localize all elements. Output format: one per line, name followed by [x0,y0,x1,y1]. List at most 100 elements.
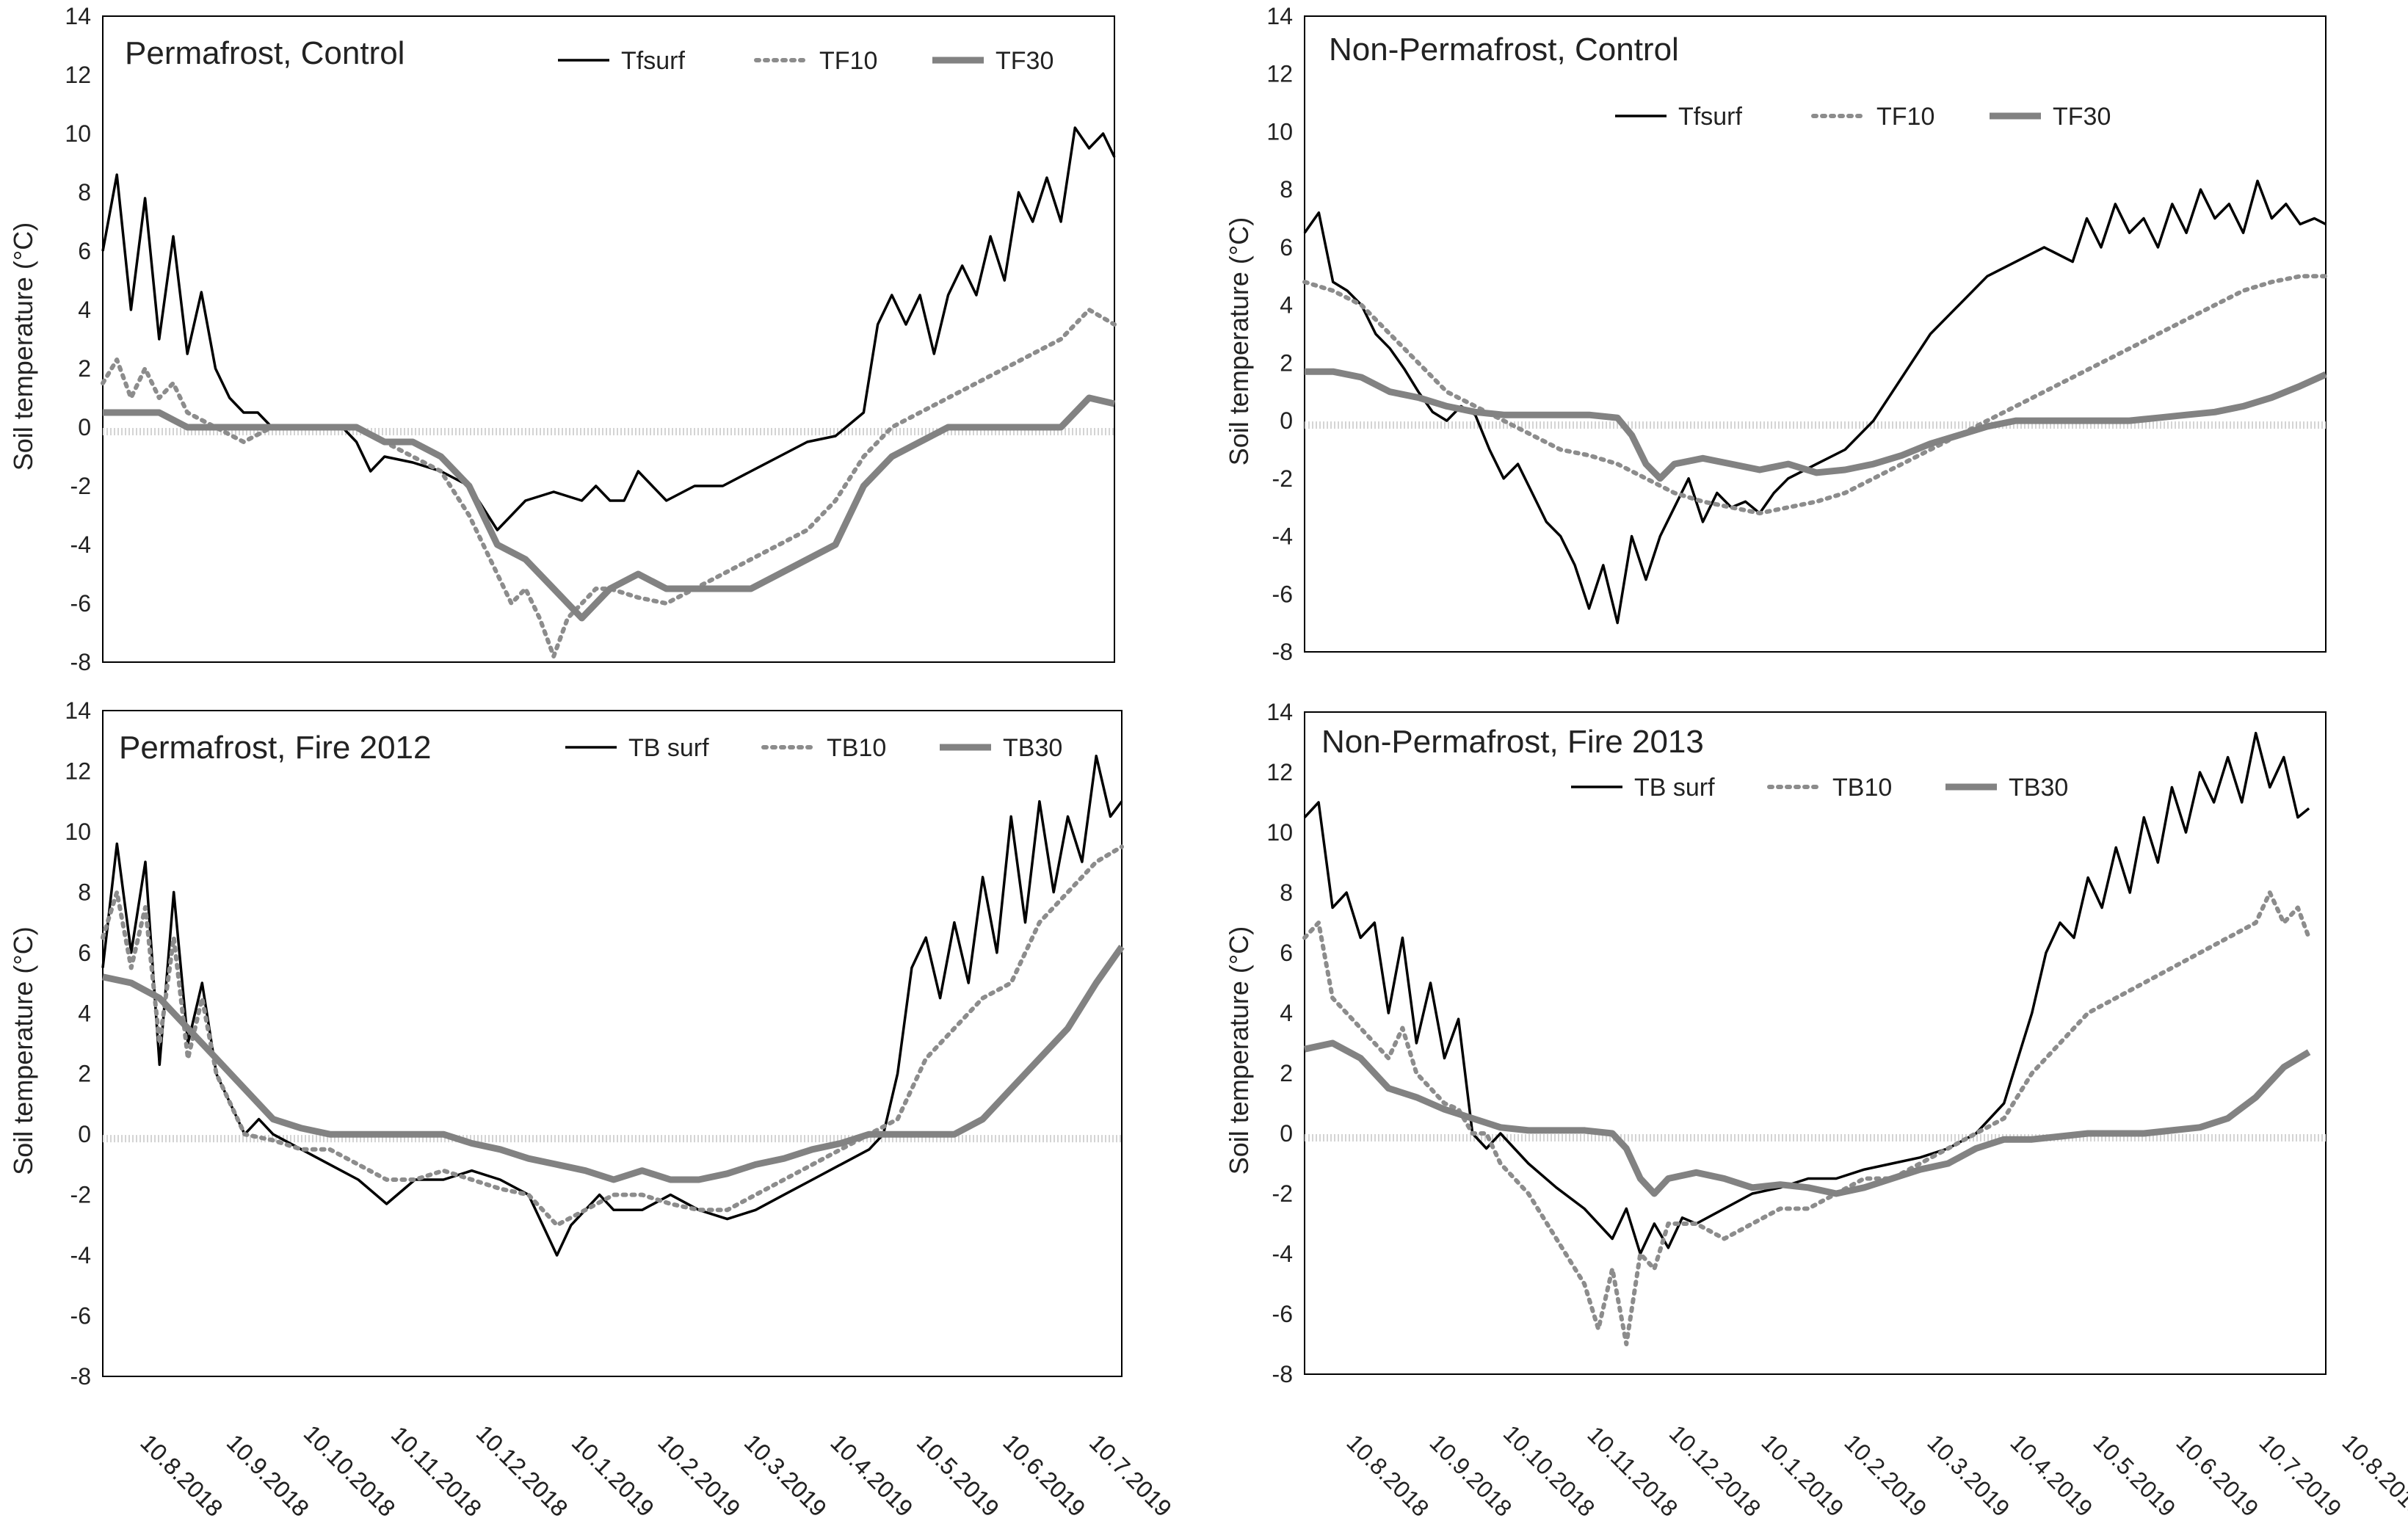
legend: TB surf TB10 TB30 [1571,774,2068,802]
y-tick-label: 10 [65,120,91,147]
series-line-tf10 [1302,274,2328,516]
x-tick-label: 10.11.2018 [386,1421,487,1521]
y-tick-label: 10 [1266,118,1293,145]
y-tick-label: 2 [78,355,91,382]
y-tick-label: 6 [78,940,91,966]
y-tick-label: 10 [1266,819,1293,846]
legend-label: TB surf [1634,774,1715,802]
y-tick-label: -4 [1272,1241,1293,1267]
y-tick-label: 0 [1280,1120,1293,1147]
legend-label: TB10 [1832,774,1892,802]
y-axis-title: Soil temperature (°C) [1224,217,1254,466]
legend-label: TB30 [1003,734,1062,762]
plot-frame [102,710,1123,1377]
y-tick-label: 8 [78,879,91,905]
y-tick-label: 4 [1280,292,1293,319]
x-tick-label: 10.8.2018 [1341,1429,1434,1521]
series-line-tb30 [1304,1039,2311,1197]
series-line-tf10 [101,308,1117,658]
series-line-tb10 [1302,890,2312,1346]
series-line-tfsurf [1303,179,2327,625]
y-tick-label: -2 [1272,1180,1293,1207]
x-tick-label: 10.4.2019 [2005,1429,2097,1521]
legend-label: TF10 [1876,103,1934,131]
y-tick-label: 12 [1266,61,1293,87]
series-line-tf30 [1305,368,2327,482]
plot-frame [1304,15,2327,653]
x-tick-label: 10.6.2019 [2171,1429,2263,1521]
y-tick-label: 2 [78,1061,91,1087]
series-line-tb-surf [1303,731,2310,1255]
panel-title: Permafrost, Fire 2012 [119,730,432,766]
y-tick-label: 8 [1280,879,1293,906]
legend: Tfsurf TF10 TF30 [1615,103,2111,131]
y-tick-label: 12 [65,62,91,88]
legend: TB surf TB10 TB30 [565,734,1062,762]
y-tick-label: 14 [1266,699,1293,725]
y-tick-label: 2 [1280,349,1293,376]
y-tick-label: 6 [78,238,91,264]
y-tick-label: 12 [1266,759,1293,785]
x-tick-label: 10.8.2019 [2337,1429,2408,1521]
y-tick-label: -4 [1272,523,1293,550]
x-tick-label: 10.5.2019 [2088,1429,2180,1521]
y-tick-label: 12 [65,758,91,784]
x-tick-label: 10.12.2018 [471,1420,573,1521]
series-line-tf30 [103,394,1116,622]
x-tick-label: 10.3.2019 [739,1429,832,1521]
y-tick-label: 0 [1280,407,1293,434]
y-tick-label: -6 [1272,581,1293,607]
y-tick-label: -4 [70,1242,91,1268]
x-tick-label: 10.5.2019 [912,1429,1004,1521]
y-tick-label: -2 [70,1182,91,1208]
y-tick-label: 4 [1280,1000,1293,1026]
legend-label: Tfsurf [621,47,685,75]
y-tick-label: -4 [70,531,91,558]
y-tick-label: 14 [65,3,91,29]
legend-label: TB surf [628,734,709,762]
y-tick-label: 10 [65,818,91,845]
panel-title: Non-Permafrost, Fire 2013 [1321,724,1704,760]
x-tick-label: 10.4.2019 [825,1429,918,1521]
panel-title: Permafrost, Control [125,35,405,71]
y-tick-label: -8 [1272,639,1293,665]
panel-3: 14 12 10 8 6 4 2 0 -2 -4 -6 -8 Soil temperature (°C)… [8,697,1177,1521]
legend-label: TF30 [2053,103,2111,131]
y-axis-title: Soil temperature (°C) [8,222,38,471]
y-tick-label: -8 [1272,1361,1293,1387]
legend-label: Tfsurf [1678,103,1742,131]
y-tick-label: -2 [1272,465,1293,492]
x-tick-label: 10.8.2018 [135,1429,228,1521]
y-tick-label: -8 [70,1363,91,1390]
y-tick-label: 6 [1280,940,1293,966]
x-tick-label: 10.1.2019 [1756,1429,1849,1521]
y-tick-label: 6 [1280,234,1293,261]
y-tick-label: 4 [78,297,91,323]
x-tick-label: 10.7.2019 [1084,1429,1177,1521]
panel-4: 14 12 10 8 6 4 2 0 -2 -4 -6 -8 Soil temperature (°C)… [1224,699,2408,1521]
legend-label: TB10 [827,734,886,762]
x-tick-label: 10.2.2019 [653,1429,745,1521]
series-line-tb30 [102,945,1125,1183]
y-tick-label: -2 [70,473,91,499]
y-tick-label: 2 [1280,1060,1293,1086]
x-tick-label: 10.2.2019 [1839,1429,1932,1521]
y-tick-label: 4 [78,1000,91,1026]
panel-2: 14 12 10 8 6 4 2 0 -2 -4 -6 -8 Soil temperature (°C)… [1224,3,2328,665]
x-tick-label: 10.10.2018 [299,1420,401,1521]
y-tick-label: 0 [78,414,91,440]
y-tick-label: 8 [78,179,91,206]
plot-frame [102,15,1115,663]
series-line-tfsurf [101,126,1116,531]
legend-label: TF30 [996,47,1054,75]
y-axis-title: Soil temperature (°C) [8,926,38,1175]
series-line-tb10 [101,844,1124,1227]
panel-title: Non-Permafrost, Control [1329,32,1679,68]
x-tick-label: 10.9.2018 [222,1429,314,1521]
x-tick-label: 10.6.2019 [998,1429,1090,1521]
legend-label: TF10 [819,47,877,75]
y-axis-title: Soil temperature (°C) [1224,926,1254,1175]
y-tick-label: -6 [1272,1301,1293,1327]
y-tick-label: -6 [70,590,91,617]
